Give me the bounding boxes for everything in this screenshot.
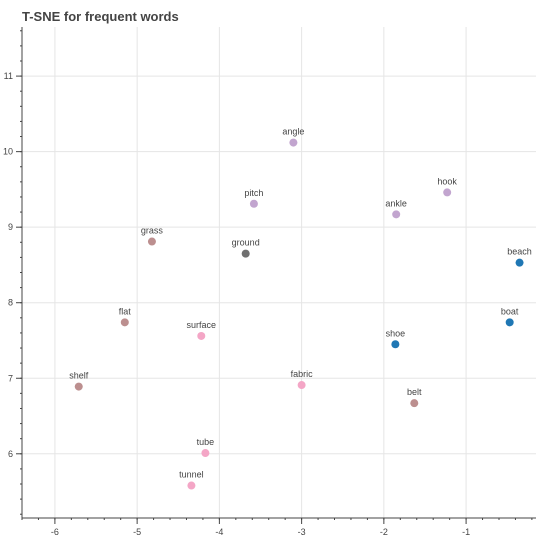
chart-title: T-SNE for frequent words — [22, 9, 179, 24]
data-point-shelf — [74, 382, 83, 391]
point-label-hook: hook — [437, 176, 457, 186]
y-tick-label: 7 — [8, 373, 13, 383]
x-tick-label: -6 — [51, 527, 59, 537]
data-point-hook — [443, 188, 452, 197]
point-label-shoe: shoe — [386, 328, 406, 338]
data-point-boat — [505, 318, 514, 327]
point-label-flat: flat — [119, 306, 132, 316]
word-labels: angle pitch hook ankle grass ground beach flat s… — [69, 127, 532, 480]
point-label-tunnel: tunnel — [179, 470, 204, 480]
point-label-grass: grass — [141, 226, 164, 236]
point-label-ankle: ankle — [385, 198, 407, 208]
x-tick-label: -4 — [215, 527, 223, 537]
data-points — [74, 138, 524, 490]
point-label-pitch: pitch — [244, 188, 263, 198]
point-label-boat: boat — [501, 306, 519, 316]
point-label-fabric: fabric — [291, 369, 314, 379]
data-point-ankle — [392, 210, 401, 219]
data-point-angle — [289, 138, 298, 147]
point-label-angle: angle — [282, 127, 304, 137]
x-tick-label: -3 — [298, 527, 306, 537]
data-point-belt — [410, 399, 419, 408]
x-tick-label: -5 — [133, 527, 141, 537]
data-point-flat — [120, 318, 129, 327]
data-point-grass — [147, 237, 156, 246]
y-tick-label: 10 — [3, 147, 13, 157]
data-point-beach — [515, 258, 524, 267]
data-point-shoe — [391, 340, 400, 349]
data-point-tube — [201, 449, 210, 458]
point-label-belt: belt — [407, 387, 422, 397]
data-point-surface — [197, 331, 206, 340]
data-point-pitch — [249, 199, 258, 208]
point-label-tube: tube — [197, 437, 215, 447]
y-tick-label: 9 — [8, 222, 13, 232]
y-tick-label: 11 — [4, 71, 13, 81]
point-label-surface: surface — [187, 320, 217, 330]
x-tick-label: -2 — [380, 527, 388, 537]
x-tick-label: -1 — [462, 527, 470, 537]
point-label-ground: ground — [232, 238, 260, 248]
data-point-ground — [241, 249, 250, 258]
y-tick-label: 6 — [8, 449, 13, 459]
grid — [22, 27, 536, 518]
y-tick-label: 8 — [8, 298, 13, 308]
data-point-tunnel — [187, 481, 196, 490]
axes: -6 -5 -4 -3 -2 -1 6 7 8 9 10 11 — [3, 27, 536, 537]
data-point-fabric — [297, 381, 306, 390]
point-label-shelf: shelf — [69, 371, 89, 381]
point-label-beach: beach — [507, 247, 532, 257]
